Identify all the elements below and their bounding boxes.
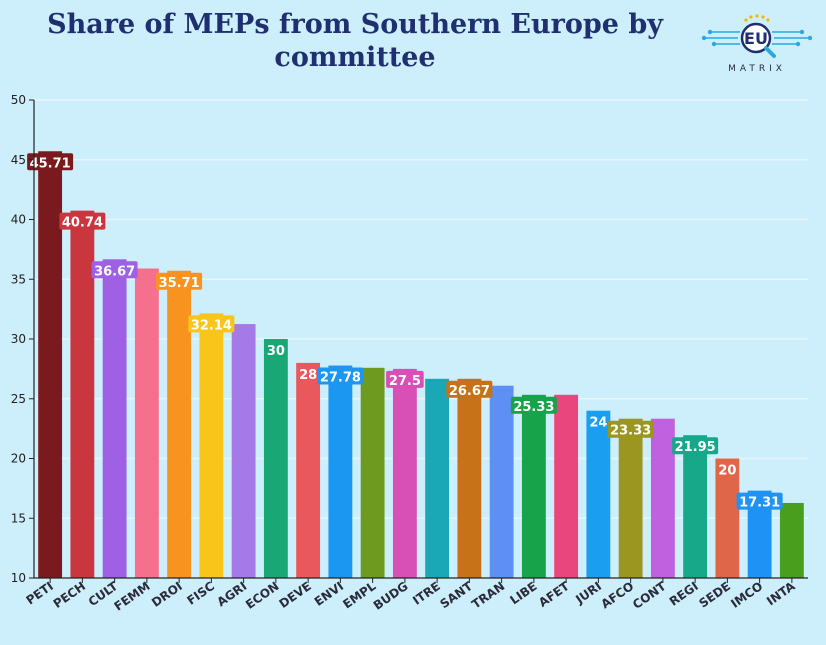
bar-cult[interactable] — [102, 259, 127, 578]
data-label: 30 — [267, 344, 285, 359]
data-label-bg — [59, 212, 106, 230]
data-label: 17.31 — [739, 496, 780, 511]
data-label: 20 — [718, 464, 736, 479]
x-tick-label: EMPL — [340, 579, 378, 612]
y-axis: 10 15 20 25 30 35 40 45 50 — [11, 93, 35, 585]
logo-text: EU — [744, 29, 768, 48]
y-tick-label: 10 — [11, 571, 26, 585]
bar-sede[interactable] — [715, 458, 740, 579]
data-label: 45.71 — [30, 156, 71, 171]
y-tick-label: 15 — [11, 511, 26, 525]
bar-afco[interactable] — [618, 418, 643, 578]
bar-agri[interactable] — [231, 324, 256, 578]
x-tick-label: PETI — [24, 579, 56, 607]
x-tick-label: PECH — [51, 579, 88, 611]
data-label: 36.67 — [94, 264, 135, 279]
x-tick-label: DEVE — [277, 579, 314, 611]
data-label-bg — [91, 261, 138, 279]
bars — [38, 151, 804, 579]
x-tick-label: REGI — [667, 579, 701, 609]
data-label-bg — [27, 153, 74, 171]
data-label-bg — [736, 492, 783, 510]
data-label-bg — [510, 396, 557, 414]
data-label: 28 — [299, 368, 317, 383]
bar-tran[interactable] — [489, 385, 514, 578]
data-label-bg — [265, 341, 287, 358]
bar-budg[interactable] — [392, 368, 417, 578]
y-tick-label: 25 — [11, 392, 26, 406]
data-label: 25.33 — [513, 400, 554, 415]
data-label: 32.14 — [191, 318, 232, 333]
x-tick-label: AGRI — [214, 579, 249, 609]
x-tick-label: FEMM — [112, 579, 153, 614]
data-label-bg — [716, 460, 738, 478]
data-label-bg — [297, 364, 319, 382]
data-label-bg — [386, 370, 424, 388]
y-tick-label: 30 — [11, 332, 26, 346]
bar-libe[interactable] — [521, 394, 546, 578]
y-tick-label: 35 — [11, 272, 26, 286]
data-label-bg — [587, 412, 609, 430]
x-tick-label: FISC — [184, 579, 217, 608]
data-label-bg — [317, 367, 364, 385]
x-tick-label: ECON — [243, 579, 282, 612]
data-label-bg — [446, 380, 493, 398]
data-label: 35.71 — [159, 276, 200, 291]
y-tick-label: 50 — [11, 93, 26, 107]
data-label: 23.33 — [610, 424, 651, 439]
x-tick-label: TRAN — [469, 579, 507, 612]
x-tick-label: ENVI — [312, 579, 346, 609]
x-tick-label: AFET — [536, 579, 572, 610]
data-label-bg — [672, 437, 719, 455]
data-label-bg — [607, 420, 654, 438]
bar-cont[interactable] — [650, 418, 675, 578]
data-label: 27.5 — [389, 374, 421, 389]
bar-peti[interactable] — [38, 151, 63, 578]
x-tick-label: IMCO — [728, 579, 765, 611]
x-tick-label: CONT — [630, 579, 669, 612]
chart-title: Share of MEPs from Southern Europe by co… — [47, 9, 663, 73]
bar-femm[interactable] — [134, 268, 159, 578]
eu-matrix-logo[interactable]: EU MATRIX — [700, 12, 814, 74]
x-tick-label: DROI — [149, 579, 185, 610]
bar-inta[interactable] — [779, 502, 804, 578]
bar-fisc[interactable] — [199, 313, 224, 578]
data-label: 26.67 — [449, 384, 490, 399]
x-tick-label: SEDE — [696, 579, 733, 611]
bar-deve[interactable] — [296, 362, 321, 578]
bar-juri[interactable] — [586, 410, 611, 578]
data-labels: 45.71 40.74 36.67 35.71 32.14 30 28 27.78 27.5 26… — [27, 153, 783, 511]
y-tick-label: 20 — [11, 452, 26, 466]
eu-matrix-magnifier-logo-icon: EU — [701, 14, 813, 58]
x-tick-label: BUDG — [371, 579, 411, 613]
data-label: 24 — [589, 416, 607, 431]
bar-itre[interactable] — [425, 378, 450, 578]
x-tick-label: SANT — [437, 579, 475, 612]
bar-droi[interactable] — [167, 270, 192, 578]
x-tick-label: AFCO — [598, 579, 636, 611]
data-label: 40.74 — [62, 216, 103, 231]
bar-regi[interactable] — [683, 435, 708, 578]
bar-econ[interactable] — [263, 339, 288, 578]
bar-empl[interactable] — [360, 367, 385, 578]
logo-subtitle: MATRIX — [728, 64, 786, 74]
bar-afet[interactable] — [554, 394, 579, 578]
x-tick-label: LIBE — [507, 579, 539, 607]
data-label-bg — [156, 272, 203, 290]
bar-envi[interactable] — [328, 365, 353, 578]
data-label: 27.78 — [320, 371, 361, 386]
x-tick-label: INTA — [764, 579, 798, 609]
bar-sant[interactable] — [457, 378, 482, 578]
x-tick-label: ITRE — [410, 579, 443, 608]
bar-pech[interactable] — [70, 210, 95, 579]
data-label-bg — [188, 315, 235, 333]
y-tick-label: 45 — [11, 153, 26, 167]
bar-imco[interactable] — [747, 490, 772, 578]
y-tick-label: 40 — [11, 213, 26, 227]
data-label: 21.95 — [675, 440, 716, 455]
